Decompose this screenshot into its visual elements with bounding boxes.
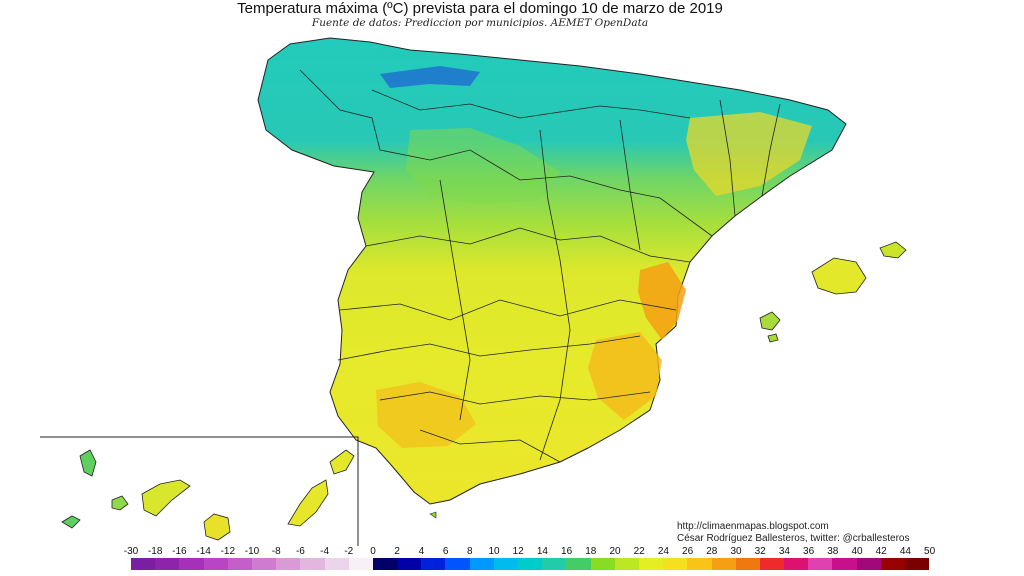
canarias-inset-frame (40, 436, 359, 546)
legend-swatch (905, 558, 930, 570)
legend-tick-label: 24 (657, 546, 669, 557)
legend-tick-label: -10 (244, 546, 260, 557)
ceuta-point (429, 511, 437, 519)
legend-swatch (638, 558, 664, 570)
legend-swatch (493, 558, 518, 570)
legend-swatch (155, 558, 180, 570)
legend-swatch (518, 558, 543, 570)
legend-swatch (566, 558, 591, 570)
legend-tick-label: -8 (271, 546, 281, 557)
formentera-island (767, 333, 779, 343)
credit-url: http://climaenmapas.blogspot.com (677, 521, 829, 532)
tenerife-island (141, 479, 191, 517)
guadalquivir-warm-zone (376, 382, 476, 448)
legend-swatch (711, 558, 736, 570)
valencia-warm-zone (638, 262, 686, 340)
legend-tick-label: 14 (536, 546, 548, 557)
legend-swatch (300, 558, 325, 570)
map-subtitle: Fuente de datos: Prediccion por municipi… (311, 17, 649, 29)
legend-swatch (324, 558, 349, 570)
legend-tick-label: 42 (875, 546, 887, 557)
temperature-map (40, 37, 907, 546)
mallorca-island (811, 257, 867, 295)
legend-swatch (687, 558, 712, 570)
legend-swatch (348, 558, 373, 570)
legend-swatch (421, 558, 446, 570)
legend-swatch (372, 558, 398, 570)
legend-tick-label: 2 (394, 546, 400, 557)
el-hierro-island (61, 515, 81, 529)
gran-canaria-island (203, 513, 231, 541)
map-title: Temperatura máxima (ºC) prevista para el… (237, 0, 723, 17)
legend-swatch (614, 558, 639, 570)
la-palma-island (79, 449, 97, 477)
legend-tick-label: -14 (196, 546, 211, 557)
legend-tick-label: 28 (706, 546, 718, 557)
legend-tick-label: 8 (467, 546, 473, 557)
legend-swatch (227, 558, 252, 570)
legend-swatch (784, 558, 809, 570)
legend-swatch (131, 558, 156, 570)
lanzarote-island (329, 449, 355, 475)
legend-swatch (856, 558, 881, 570)
legend-tick-label: 40 (851, 546, 863, 557)
menorca-island (879, 241, 907, 259)
legend-swatch (203, 558, 228, 570)
legend-swatch (880, 558, 905, 570)
ebro-valley-zone (686, 112, 812, 196)
temperature-color-scale (131, 558, 930, 570)
legend-tick-label: 30 (730, 546, 742, 557)
northern-plateau-green (406, 128, 560, 204)
legend-tick-label: 50 (924, 546, 936, 557)
legend-swatch (542, 558, 567, 570)
legend-tick-label: 0 (370, 546, 376, 557)
legend-tick-label: -30 (123, 546, 139, 557)
legend-tick-label: 22 (633, 546, 645, 557)
legend-tick-label: 12 (512, 546, 524, 557)
legend-tick-label: 20 (609, 546, 621, 557)
legend-tick-label: -12 (220, 546, 236, 557)
iberian-peninsula (257, 37, 847, 505)
legend-swatch (663, 558, 688, 570)
legend-swatch (251, 558, 277, 570)
legend-tick-label: -6 (295, 546, 305, 557)
legend-tick-label: 44 (899, 546, 911, 557)
legend-swatch (445, 558, 470, 570)
legend-swatch (832, 558, 857, 570)
legend-tick-label: -16 (172, 546, 187, 557)
legend-swatch (276, 558, 301, 570)
legend-swatch (735, 558, 760, 570)
legend-tick-label: 36 (803, 546, 815, 557)
legend-swatch (397, 558, 422, 570)
legend-tick-label: 32 (754, 546, 766, 557)
legend-tick-label: 38 (827, 546, 839, 557)
credit-author: César Rodríguez Ballesteros, twitter: @c… (677, 533, 910, 544)
legend-swatch (469, 558, 494, 570)
legend-tick-label: 4 (418, 546, 425, 557)
legend-swatch (179, 558, 204, 570)
la-gomera-island (111, 495, 129, 511)
fuerteventura-island (287, 479, 329, 527)
cantabrian-cold-zone (380, 66, 480, 88)
region-borders (299, 69, 781, 463)
legend-tick-labels: -30 -18 -16 -14 -12 -10 -8 -6 -4 -2 0 2 4 6 8 10 12 14 16 1… (0, 546, 1024, 558)
legend-tick-label: 18 (585, 546, 597, 557)
legend-tick-label: -2 (344, 546, 354, 557)
ibiza-island (759, 311, 781, 331)
legend-tick-label: 10 (488, 546, 500, 557)
legend-swatch (590, 558, 615, 570)
legend-swatch (808, 558, 833, 570)
legend-tick-label: -18 (147, 546, 163, 557)
legend-tick-label: 34 (778, 546, 790, 557)
legend-tick-label: -4 (320, 546, 330, 557)
legend-tick-label: 26 (682, 546, 694, 557)
legend-swatch (759, 558, 785, 570)
legend-tick-label: 16 (561, 546, 573, 557)
legend-tick-label: 6 (442, 546, 449, 557)
